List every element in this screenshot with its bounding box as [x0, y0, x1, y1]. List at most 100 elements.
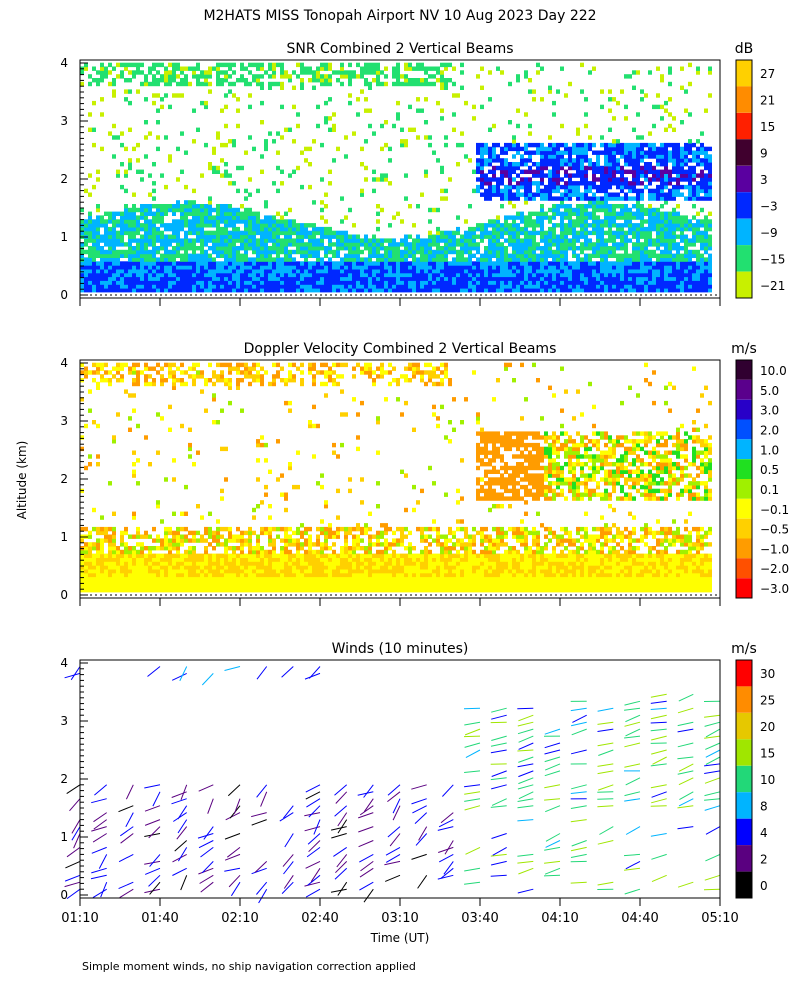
doppler-cell — [132, 584, 136, 589]
snr-cell — [504, 215, 508, 220]
snr-cell — [428, 284, 432, 289]
snr-cell — [552, 184, 556, 190]
snr-cell — [664, 265, 668, 270]
snr-cell — [500, 288, 504, 293]
snr-cell — [288, 280, 292, 285]
snr-cell — [596, 219, 600, 224]
snr-cell — [560, 272, 564, 278]
snr-cell — [664, 238, 668, 243]
doppler-cell — [108, 588, 112, 593]
doppler-cell — [156, 584, 160, 589]
snr-cell — [228, 173, 232, 178]
doppler-cell — [144, 381, 148, 387]
colorbar-swatch — [736, 218, 752, 246]
snr-cell — [368, 268, 372, 274]
doppler-cell — [168, 580, 172, 585]
snr-cell — [432, 284, 436, 289]
snr-cell — [120, 223, 124, 228]
doppler-cell — [104, 530, 108, 536]
snr-cell — [600, 150, 604, 155]
snr-cell — [296, 265, 300, 270]
doppler-cell — [140, 565, 144, 570]
doppler-cell — [120, 580, 124, 585]
snr-cell — [304, 158, 308, 163]
doppler-cell — [152, 557, 156, 562]
snr-cell — [248, 226, 252, 232]
snr-cell — [548, 272, 552, 278]
snr-cell — [340, 62, 344, 68]
snr-cell — [700, 184, 704, 190]
snr-cell — [432, 280, 436, 285]
snr-cell — [684, 173, 688, 178]
snr-cell — [240, 78, 244, 83]
snr-cell — [504, 238, 508, 243]
doppler-cell — [156, 538, 160, 543]
snr-cell — [388, 288, 392, 293]
snr-cell — [528, 89, 532, 94]
snr-cell — [628, 162, 632, 167]
snr-cell — [672, 162, 676, 167]
snr-cell — [548, 85, 552, 90]
snr-cell — [540, 219, 544, 224]
snr-cell — [640, 234, 644, 239]
snr-cell — [656, 93, 660, 98]
doppler-cell — [156, 412, 160, 417]
snr-cell — [348, 280, 352, 285]
snr-cell — [460, 268, 464, 274]
doppler-cell — [136, 588, 140, 593]
doppler-cell — [172, 477, 176, 482]
snr-cell — [208, 66, 212, 71]
snr-cell — [624, 276, 628, 281]
snr-cell — [564, 158, 568, 163]
doppler-cell — [100, 561, 104, 566]
snr-cell — [272, 215, 276, 220]
snr-cell — [504, 268, 508, 274]
doppler-cell — [156, 504, 160, 509]
snr-cell — [152, 246, 156, 251]
doppler-cell — [184, 580, 188, 585]
snr-cell — [468, 234, 472, 239]
snr-cell — [420, 257, 424, 262]
doppler-cell — [116, 549, 120, 555]
snr-cell — [388, 158, 392, 163]
snr-cell — [580, 234, 584, 239]
snr-cell — [220, 280, 224, 285]
snr-cell — [232, 242, 236, 247]
snr-cell — [296, 223, 300, 228]
snr-cell — [516, 123, 520, 129]
snr-cell — [192, 280, 196, 285]
snr-cell — [396, 62, 400, 68]
snr-cell — [696, 223, 700, 228]
snr-cell — [632, 188, 636, 194]
snr-cell — [408, 253, 412, 258]
snr-cell — [604, 184, 608, 190]
snr-cell — [508, 230, 512, 236]
snr-cell — [180, 261, 184, 266]
snr-cell — [112, 89, 116, 94]
snr-cell — [704, 162, 708, 167]
snr-cell — [216, 78, 220, 83]
snr-cell — [268, 249, 272, 255]
snr-cell — [196, 257, 200, 262]
snr-cell — [664, 234, 668, 239]
doppler-cell — [156, 553, 160, 558]
snr-cell — [240, 261, 244, 266]
snr-cell — [544, 230, 548, 236]
snr-cell — [524, 261, 528, 266]
snr-cell — [300, 66, 304, 71]
snr-cell — [336, 265, 340, 270]
snr-cell — [436, 280, 440, 285]
snr-cell — [564, 207, 568, 213]
snr-cell — [280, 223, 284, 228]
doppler-cell — [176, 366, 180, 371]
snr-cell — [492, 268, 496, 274]
snr-cell — [528, 257, 532, 262]
snr-cell — [608, 162, 612, 167]
snr-cell — [524, 223, 528, 228]
snr-cell — [140, 177, 144, 182]
snr-cell — [596, 184, 600, 190]
snr-cell — [252, 268, 256, 274]
snr-cell — [188, 284, 192, 289]
snr-cell — [204, 249, 208, 255]
snr-cell — [128, 230, 132, 236]
